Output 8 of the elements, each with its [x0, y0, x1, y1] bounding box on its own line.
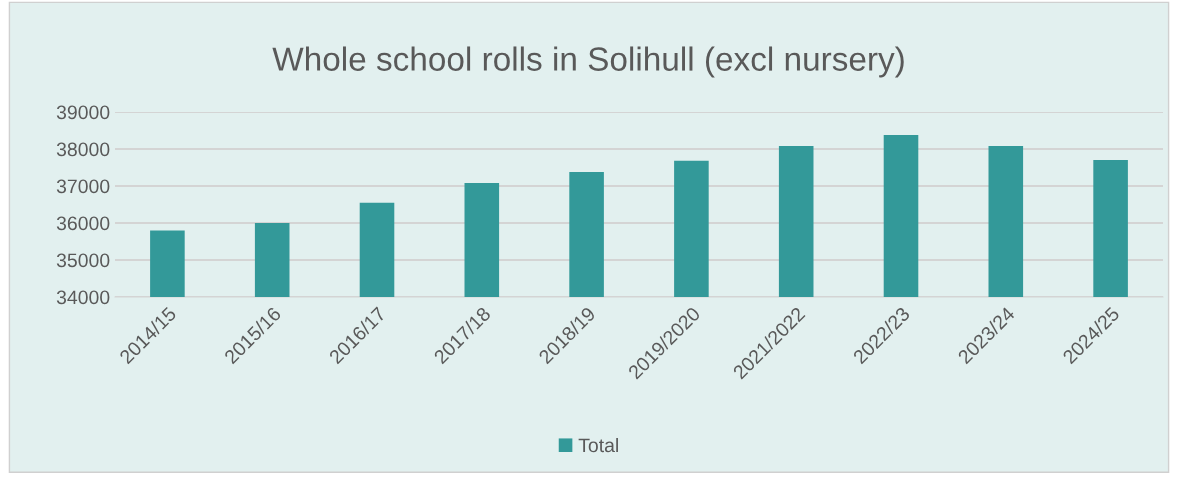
- y-tick-label: 35000: [56, 253, 110, 268]
- y-tick-label: 37000: [56, 179, 110, 194]
- y-tick-label: 39000: [56, 105, 110, 120]
- y-tick-label: 36000: [56, 216, 110, 231]
- legend-label: Total: [578, 437, 618, 453]
- y-tick-label: 38000: [56, 142, 110, 157]
- y-tick-label: 34000: [56, 290, 110, 305]
- chart-title: Whole school rolls in Solihull (excl nursery): [272, 46, 904, 78]
